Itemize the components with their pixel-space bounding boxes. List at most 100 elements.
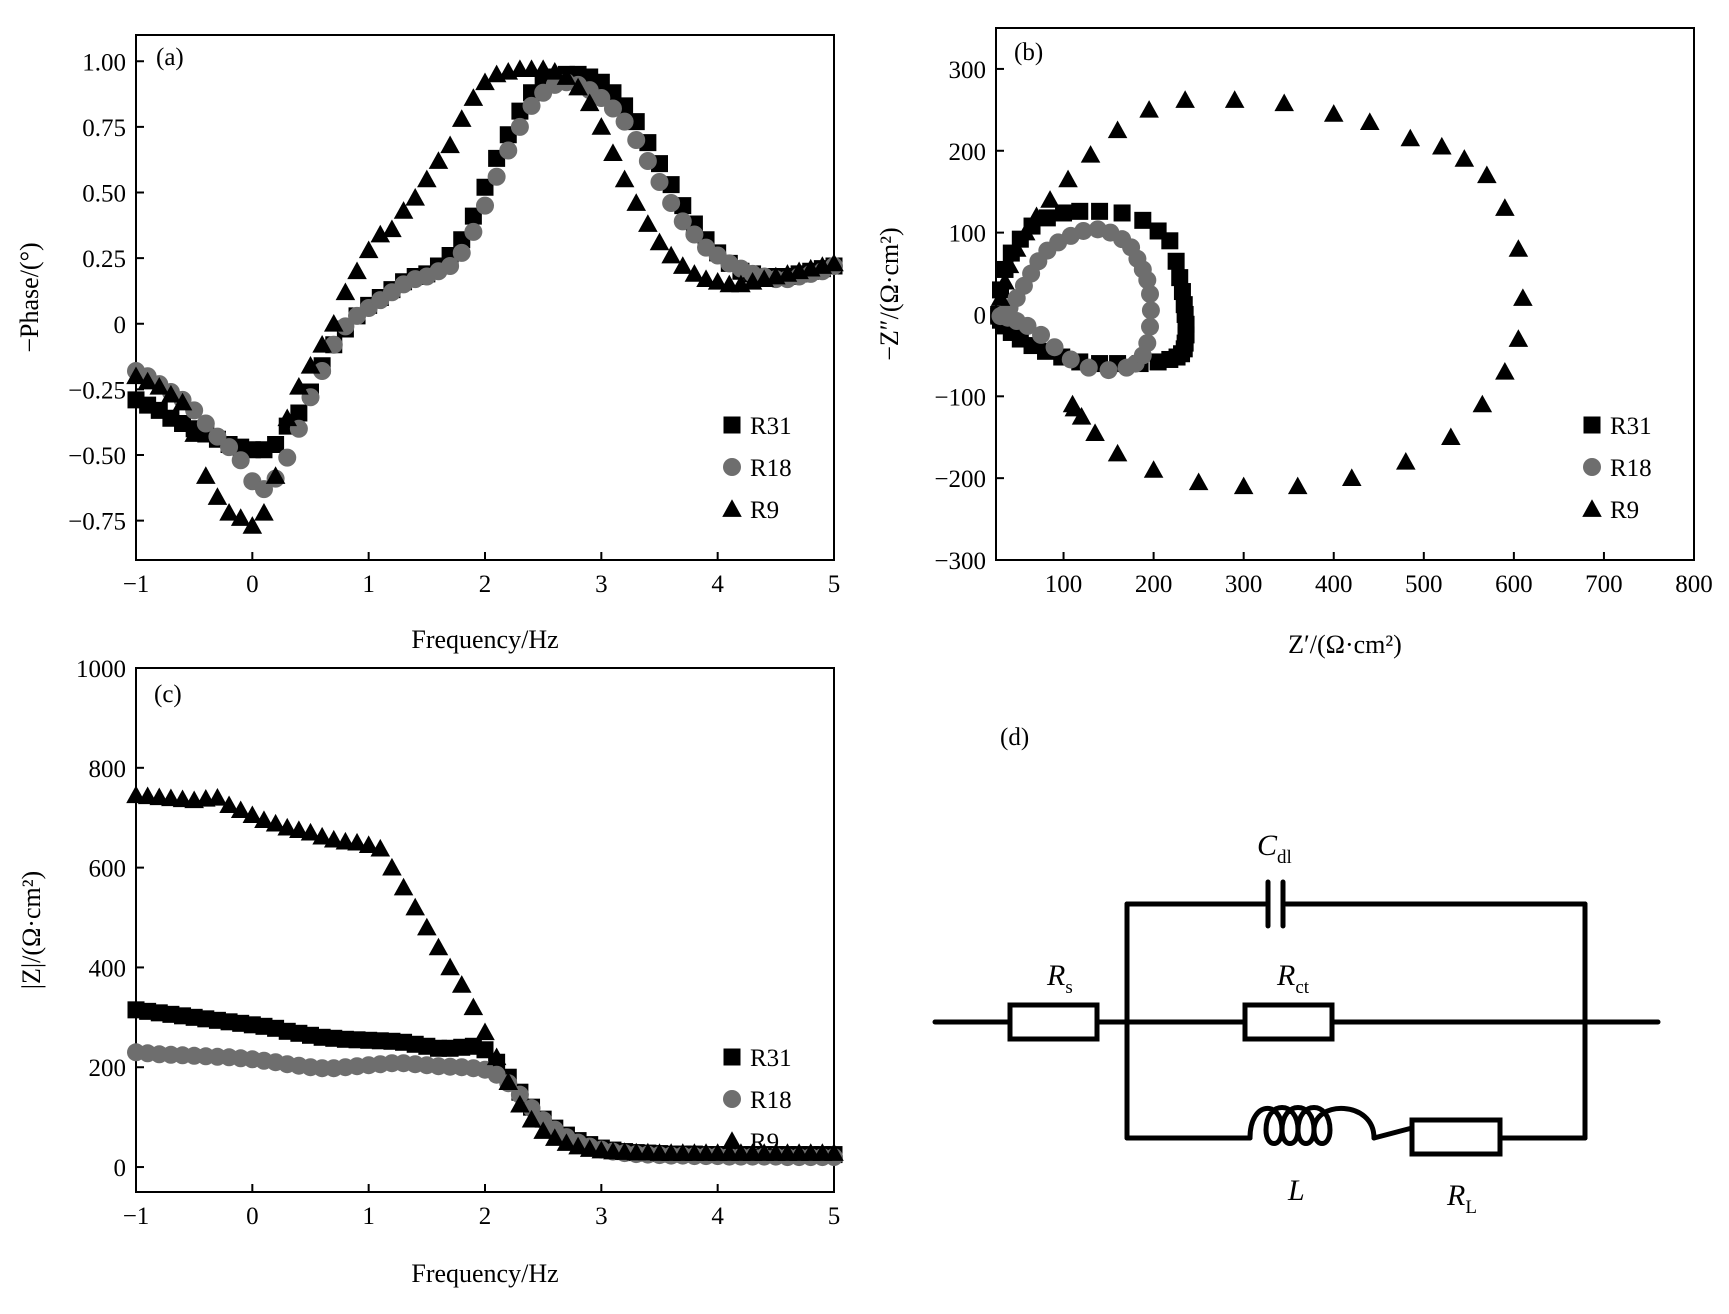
data-point-r9 bbox=[1107, 443, 1128, 462]
panel-label: (c) bbox=[154, 681, 182, 708]
panel-b-nyquist-plot: 100 200 300 400 500 600 700 800 −300 −200 −100 0 100… bbox=[875, 27, 1713, 659]
data-point-r9 bbox=[254, 810, 274, 829]
legend-marker-r31 bbox=[1583, 416, 1601, 434]
data-point-r18 bbox=[208, 427, 227, 446]
data-point-r18 bbox=[1141, 301, 1160, 320]
data-point-r9 bbox=[1175, 90, 1195, 108]
data-point-r18 bbox=[196, 414, 215, 433]
data-point-r9 bbox=[638, 214, 658, 232]
y-tick-label: 400 bbox=[89, 955, 127, 982]
data-point-r31 bbox=[464, 207, 482, 225]
data-point-r31 bbox=[1171, 269, 1189, 287]
y-tick-label: −200 bbox=[934, 466, 986, 493]
x-tick-label: −1 bbox=[123, 571, 150, 598]
panel-label: (d) bbox=[1000, 724, 1029, 751]
label-sub: L bbox=[1465, 1197, 1477, 1218]
legend-label-r9: R9 bbox=[750, 1129, 779, 1156]
data-point-r18 bbox=[231, 451, 250, 470]
x-tick-label: 3 bbox=[595, 1203, 608, 1230]
x-tick-label: 600 bbox=[1495, 571, 1533, 598]
y-tick-label: 1.00 bbox=[82, 49, 126, 76]
data-point-r9 bbox=[1477, 165, 1497, 184]
data-point-r9 bbox=[1085, 423, 1105, 441]
plot-frame bbox=[135, 34, 835, 561]
x-tick-label: −1 bbox=[123, 1203, 150, 1230]
data-point-r9 bbox=[451, 109, 472, 127]
data-point-r9 bbox=[1341, 468, 1362, 486]
data-point-r9 bbox=[312, 334, 332, 353]
data-point-r9 bbox=[672, 256, 693, 274]
data-point-r18 bbox=[592, 89, 611, 107]
y-tick-label: −0.25 bbox=[68, 377, 126, 404]
data-point-r9 bbox=[1323, 104, 1344, 122]
data-point-r9 bbox=[370, 224, 391, 243]
data-point-r18 bbox=[278, 448, 297, 467]
data-point-r18 bbox=[1141, 317, 1160, 336]
label-l: L bbox=[1287, 1174, 1305, 1207]
wire bbox=[1371, 1125, 1415, 1141]
data-point-r9 bbox=[568, 77, 588, 96]
data-point-r9 bbox=[824, 1143, 844, 1161]
data-point-r9 bbox=[1495, 361, 1515, 380]
data-point-r9 bbox=[1058, 169, 1078, 188]
y-tick-label: −300 bbox=[934, 548, 986, 575]
data-point-r18 bbox=[1141, 285, 1160, 303]
data-point-r18 bbox=[487, 167, 506, 186]
y-tick-label: 800 bbox=[89, 756, 127, 783]
x-tick-label: 400 bbox=[1315, 571, 1353, 598]
data-point-r9 bbox=[603, 143, 623, 161]
data-point-r9 bbox=[568, 1136, 588, 1155]
data-point-r9 bbox=[579, 1139, 600, 1157]
label-rct: Rct bbox=[1276, 959, 1310, 998]
data-point-r9 bbox=[1513, 288, 1533, 306]
legend-marker-r9 bbox=[722, 1131, 742, 1149]
data-point-r9 bbox=[614, 169, 635, 188]
data-point-r9 bbox=[463, 997, 484, 1016]
data-point-r18 bbox=[615, 112, 634, 131]
data-point-r9 bbox=[545, 61, 565, 80]
panel-d-equivalent-circuit: (d) Rs Cdl Rct L RL bbox=[932, 724, 1661, 1218]
data-point-r9 bbox=[1508, 239, 1529, 257]
data-point-r9 bbox=[1233, 476, 1254, 495]
y-tick-label: 300 bbox=[949, 57, 987, 84]
data-point-r31 bbox=[267, 436, 285, 453]
legend-label-r31: R31 bbox=[1610, 413, 1652, 440]
x-tick-label: 100 bbox=[1045, 571, 1083, 598]
data-point-r9 bbox=[161, 384, 181, 403]
x-tick-label: 2 bbox=[479, 571, 492, 598]
y-tick-label: 0.25 bbox=[82, 246, 126, 273]
data-point-r9 bbox=[1080, 145, 1101, 163]
x-axis-title: Z′/(Ω·cm²) bbox=[1288, 630, 1402, 659]
data-point-r9 bbox=[440, 135, 460, 154]
legend-label-r18: R18 bbox=[750, 455, 792, 482]
data-point-r9 bbox=[696, 269, 716, 287]
data-point-r18 bbox=[1099, 361, 1118, 380]
data-point-r18 bbox=[994, 305, 1013, 324]
data-point-r18 bbox=[313, 362, 332, 380]
data-point-r9 bbox=[824, 253, 844, 272]
data-point-r9 bbox=[995, 271, 1015, 290]
data-point-r18 bbox=[662, 194, 681, 212]
data-point-r9 bbox=[1396, 452, 1416, 470]
data-point-r18 bbox=[522, 96, 541, 115]
data-point-r9 bbox=[684, 264, 705, 282]
label-sub: s bbox=[1065, 977, 1072, 998]
label-sub: dl bbox=[1277, 847, 1292, 868]
data-point-r9 bbox=[335, 282, 356, 301]
data-point-r9 bbox=[1188, 472, 1209, 491]
data-point-r9 bbox=[1472, 394, 1493, 413]
y-tick-label: 200 bbox=[89, 1055, 127, 1082]
data-point-r18 bbox=[650, 173, 669, 191]
data-point-r9 bbox=[1508, 329, 1529, 347]
data-point-r9 bbox=[1432, 136, 1452, 155]
data-point-r9 bbox=[254, 502, 274, 521]
data-point-r9 bbox=[556, 1133, 577, 1151]
data-point-r9 bbox=[219, 502, 239, 521]
legend-label-r9: R9 bbox=[1610, 497, 1639, 524]
legend-marker-r18 bbox=[723, 458, 741, 476]
data-point-r31 bbox=[1167, 252, 1185, 270]
y-tick-label: 0 bbox=[114, 312, 127, 339]
data-point-r18 bbox=[638, 152, 657, 170]
x-tick-label: 800 bbox=[1675, 571, 1713, 598]
